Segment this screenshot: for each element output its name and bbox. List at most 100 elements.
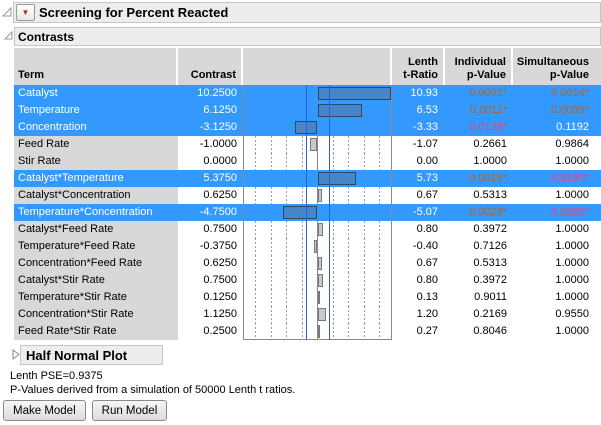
simultaneous-p-value-cell: 0.1192 <box>513 119 601 136</box>
model-buttons: Make Model Run Model <box>3 400 168 421</box>
contrast-value-cell: 5.3750 <box>178 170 243 187</box>
contrast-table-row[interactable]: Temperature*Concentration -4.7500 -5.07 … <box>14 204 601 221</box>
contrasts-section-title: Contrasts <box>18 29 75 44</box>
contrast-value-cell: 0.0000 <box>203 155 237 167</box>
chart-gridline <box>363 136 365 153</box>
half-normal-plot-title-bar[interactable]: Half Normal Plot <box>20 345 163 365</box>
chart-gridline <box>301 323 303 340</box>
term-cell: Catalyst <box>14 85 178 102</box>
simultaneous-p-value-cell: 0.0095* <box>513 102 601 119</box>
chart-gridline <box>270 306 272 323</box>
chart-gridline <box>270 255 272 272</box>
contrast-value-cell: -0.3750 <box>199 240 237 252</box>
make-model-button[interactable]: Make Model <box>3 400 86 421</box>
contrast-table-row[interactable]: Catalyst*Feed Rate 0.7500 0.80 0.3972 1.… <box>14 221 601 238</box>
lenth-t-ratio-cell: -0.40 <box>412 240 438 252</box>
chart-gridline <box>348 272 349 289</box>
chart-gridline <box>348 136 349 153</box>
contrast-table-row[interactable]: Feed Rate -1.0000 -1.07 0.2661 0.9864 <box>14 136 601 153</box>
contrast-table-row[interactable]: Catalyst*Concentration 0.6250 0.67 0.531… <box>14 187 601 204</box>
contrast-bar <box>318 87 391 100</box>
contrast-value-cell: 0.6250 <box>203 257 237 269</box>
contrast-bar-cell <box>243 272 392 289</box>
chart-gridline <box>286 255 287 272</box>
chart-gridline <box>301 153 303 170</box>
contrast-table-row[interactable]: Temperature 6.1250 6.53 0.0011* 0.0095* <box>14 102 601 119</box>
screening-disclosure-open-icon[interactable] <box>1 6 12 20</box>
chart-gridline <box>286 238 287 255</box>
contrast-table-row[interactable]: Temperature*Feed Rate -0.3750 -0.40 0.71… <box>14 238 601 255</box>
chart-gridline <box>379 187 380 204</box>
term-cell: Catalyst*Stir Rate <box>14 272 178 289</box>
contrasts-disclosure-open-icon[interactable] <box>3 30 13 43</box>
screening-title-bar: ▼ Screening for Percent Reacted <box>13 2 601 23</box>
contrast-bar <box>283 206 317 219</box>
chart-gridline <box>270 272 272 289</box>
individual-p-value-cell: 0.0018* <box>445 170 513 187</box>
lenth-t-ratio-cell: 0.80 <box>416 274 438 286</box>
run-model-button[interactable]: Run Model <box>91 400 168 421</box>
contrast-value-cell: 10.2500 <box>178 85 243 102</box>
individual-p-value-cell: 0.9011 <box>474 291 507 303</box>
contrast-table-row[interactable]: Catalyst*Stir Rate 0.7500 0.80 0.3972 1.… <box>14 272 601 289</box>
lenth-t-ratio-cell: -3.33 <box>392 119 445 136</box>
lenth-t-ratio-cell: 10.93 <box>392 85 445 102</box>
chart-zero-axis <box>317 238 318 255</box>
simultaneous-p-value-cell: 0.9550 <box>555 308 589 320</box>
contrast-bar-cell <box>243 204 392 221</box>
contrast-table-row[interactable]: Catalyst*Temperature 5.3750 5.73 0.0018*… <box>14 170 601 187</box>
contrast-bar-cell <box>243 153 392 170</box>
simultaneous-p-value-cell: 1.0000 <box>555 189 589 201</box>
simulation-note-text: P-Values derived from a simulation of 50… <box>10 384 296 396</box>
contrast-bar <box>318 274 323 287</box>
chart-gridline <box>379 153 380 170</box>
chart-gridline <box>255 187 256 204</box>
column-header-lenth-t-ratio: Lenth t-Ratio <box>392 48 443 85</box>
chart-gridline <box>255 272 256 289</box>
chart-gridline <box>363 255 365 272</box>
column-header-simultaneous-p-value: Simultaneous p-Value <box>513 48 601 85</box>
chart-zero-axis <box>317 272 318 289</box>
chart-gridline <box>286 306 287 323</box>
lenth-pse-text: Lenth PSE=0.9375 <box>10 370 103 382</box>
individual-p-value-cell: 0.8046 <box>473 325 507 337</box>
contrast-table-row[interactable]: Catalyst 10.2500 10.93 0.0002* 0.0014* <box>14 85 601 102</box>
chart-gridline <box>301 289 303 306</box>
term-cell: Catalyst*Temperature <box>14 170 178 187</box>
chart-gridline <box>379 136 380 153</box>
contrast-table-row[interactable]: Concentration -3.1250 -3.33 0.0138* 0.11… <box>14 119 601 136</box>
contrast-table-row[interactable]: Temperature*Stir Rate 0.1250 0.13 0.9011… <box>14 289 601 306</box>
contrasts-table-body: Catalyst 10.2500 10.93 0.0002* 0.0014* T… <box>14 85 601 340</box>
chart-gridline <box>270 238 272 255</box>
contrast-table-row[interactable]: Feed Rate*Stir Rate 0.2500 0.27 0.8046 1… <box>14 323 601 340</box>
chart-gridline <box>286 153 287 170</box>
individual-p-value-cell: 0.3972 <box>473 274 507 286</box>
chart-gridline <box>379 289 380 306</box>
chart-gridline <box>332 153 334 170</box>
contrast-bar <box>310 138 317 151</box>
contrast-table-row[interactable]: Concentration*Stir Rate 1.1250 1.20 0.21… <box>14 306 601 323</box>
chart-gridline <box>255 221 256 238</box>
chart-gridline <box>332 272 334 289</box>
simultaneous-p-value-cell: 1.0000 <box>555 325 589 337</box>
chart-gridline <box>348 221 349 238</box>
contrast-bar <box>318 223 323 236</box>
contrast-bar-cell <box>243 323 392 340</box>
chart-gridline <box>301 238 303 255</box>
lenth-t-ratio-cell: 0.27 <box>416 325 438 337</box>
chart-gridline <box>301 221 303 238</box>
column-header-term: Term <box>14 48 176 85</box>
red-triangle-menu-button[interactable]: ▼ <box>16 4 35 21</box>
contrast-value-cell: 1.1250 <box>203 308 237 320</box>
chart-gridline <box>286 323 287 340</box>
term-cell: Concentration*Feed Rate <box>14 255 178 272</box>
contrast-table-row[interactable]: Concentration*Feed Rate 0.6250 0.67 0.53… <box>14 255 601 272</box>
contrast-table-row[interactable]: Stir Rate 0.0000 0.00 1.0000 1.0000 <box>14 153 601 170</box>
simultaneous-p-value-cell: 1.0000 <box>555 257 589 269</box>
term-cell: Catalyst*Feed Rate <box>14 221 178 238</box>
chart-gridline <box>255 323 256 340</box>
contrast-value-cell: 0.7500 <box>203 223 237 235</box>
chart-zero-axis <box>317 221 318 238</box>
chart-gridline <box>348 306 349 323</box>
half-normal-disclosure-closed-icon[interactable] <box>11 349 20 363</box>
